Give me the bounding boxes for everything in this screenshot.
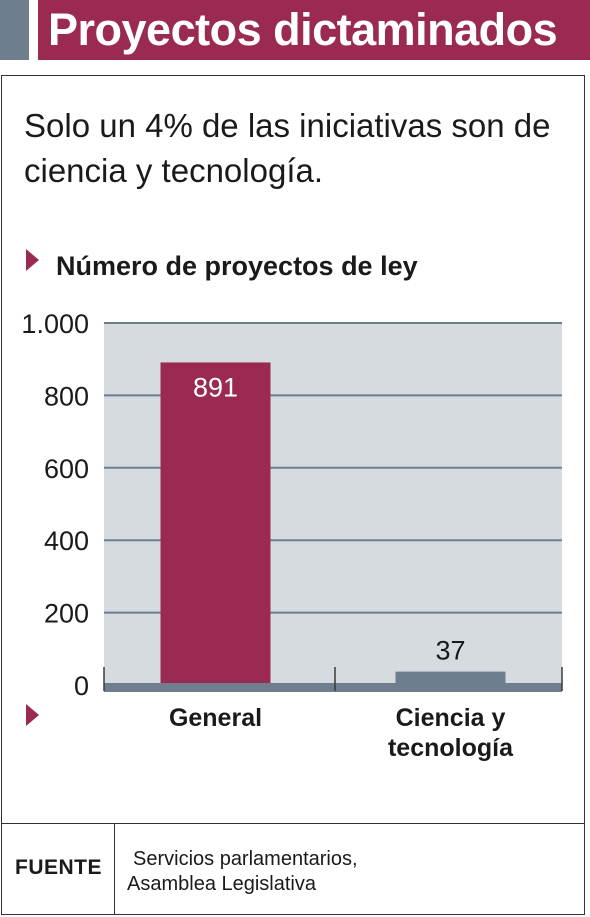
bar [395,671,506,685]
bar [160,362,271,685]
x-tick-label-line: Ciencia y [395,704,506,732]
data-label: 37 [435,636,465,666]
y-tick-label: 1.000 [21,309,89,339]
y-tick-label: 800 [44,381,89,411]
footer-column-divider [114,823,115,915]
x-tick-label: Ciencia y tecnología [341,703,561,763]
content-frame [1,75,585,915]
page-title: Proyectos dictaminados [48,4,558,55]
source-text: Servicios parlamentarios, Asamblea Legis… [127,847,447,897]
header-bar: Proyectos dictaminados [38,0,590,60]
source-line: Servicios parlamentarios, [133,848,358,870]
header-accent-bar [0,0,29,60]
source-line: Asamblea Legislativa [127,873,316,895]
x-axis-baseline [104,683,562,692]
x-tick-label-line: General [168,704,263,732]
bar-chart: 0 200 400 600 800 1.000 891 37 [21,309,563,700]
y-tick-label: 600 [44,454,89,484]
y-tick-label: 200 [44,599,89,629]
subtitle: Solo un 4% de las iniciativas son de cie… [24,107,551,189]
x-tick-label-line: tecnología [387,734,513,762]
footer-divider-line [1,823,585,824]
data-label: 891 [193,372,238,402]
category-arrow-icon [26,704,39,726]
x-tick-label: General [106,703,326,733]
source-label: FUENTE [15,856,102,879]
chart-title: Número de proyectos de ley [56,251,418,281]
chart-title-arrow-icon [26,249,39,271]
y-tick-label: 0 [74,671,89,700]
y-tick-label: 400 [44,526,89,556]
